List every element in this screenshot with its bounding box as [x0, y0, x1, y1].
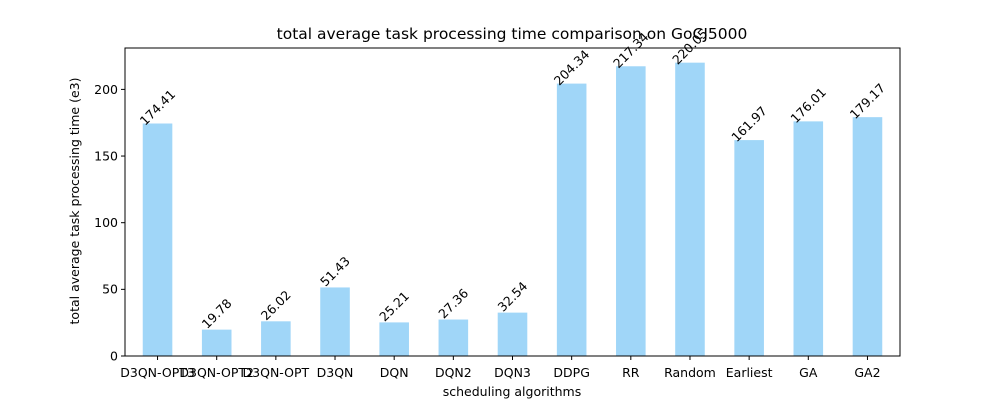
y-tick-label: 50 [102, 282, 118, 297]
bar [734, 140, 764, 356]
x-tick-label: D3QN-OPT2 [179, 365, 254, 380]
bar-value-label: 176.01 [787, 85, 829, 127]
bar-value-label: 204.34 [551, 47, 593, 89]
bar [320, 287, 350, 356]
bar [852, 117, 883, 357]
plot-frame [124, 47, 901, 357]
x-tick-label: DQN2 [435, 365, 472, 380]
bar [675, 62, 705, 357]
bar-value-label: 26.02 [258, 287, 294, 323]
bar [261, 321, 291, 356]
y-tick-label: 0 [110, 348, 118, 363]
chart-title: total average task processing time compa… [277, 25, 748, 43]
bar-value-label: 25.21 [376, 288, 412, 324]
data-labels-group: 174.41 19.78 26.02 51.43 25.21 27.36 32.54 204.… [137, 26, 888, 332]
x-tick-label: GA2 [854, 365, 880, 380]
y-axis: 0 50 100 150 200 [94, 82, 125, 363]
x-tick-label: DQN [380, 365, 409, 380]
bar-value-label: 19.78 [199, 296, 235, 332]
x-tick-label: D3QN-OPT [243, 365, 310, 380]
y-axis-label: total average task processing time (e3) [67, 78, 82, 325]
bar [793, 121, 824, 356]
x-tick-label: GA [799, 365, 818, 380]
bars-group [142, 62, 883, 357]
y-tick-label: 150 [94, 148, 118, 163]
x-axis-label: scheduling algorithms [443, 384, 581, 399]
x-tick-label: D3QN-OPT3 [120, 365, 195, 380]
y-tick-label: 100 [94, 215, 118, 230]
bar-value-label: 174.41 [137, 87, 179, 129]
bar [438, 319, 469, 356]
x-tick-label: Random [664, 365, 716, 380]
x-tick-label: Earliest [726, 365, 773, 380]
bar [201, 329, 232, 356]
bar-value-label: 51.43 [317, 253, 353, 289]
bar-value-label: 27.36 [435, 285, 471, 321]
bar [379, 322, 409, 356]
bar-value-label: 179.17 [847, 80, 889, 122]
y-tick-label: 200 [94, 82, 118, 97]
bar [556, 83, 587, 357]
x-tick-label: RR [622, 365, 640, 380]
bar [142, 123, 173, 356]
x-tick-label: D3QN [317, 365, 354, 380]
x-tick-label: DDPG [553, 365, 589, 380]
bar-value-label: 161.97 [728, 103, 770, 145]
x-tick-label: DQN3 [494, 365, 531, 380]
bar [616, 66, 646, 356]
bar-value-label: 32.54 [494, 279, 530, 315]
bar [497, 312, 528, 356]
